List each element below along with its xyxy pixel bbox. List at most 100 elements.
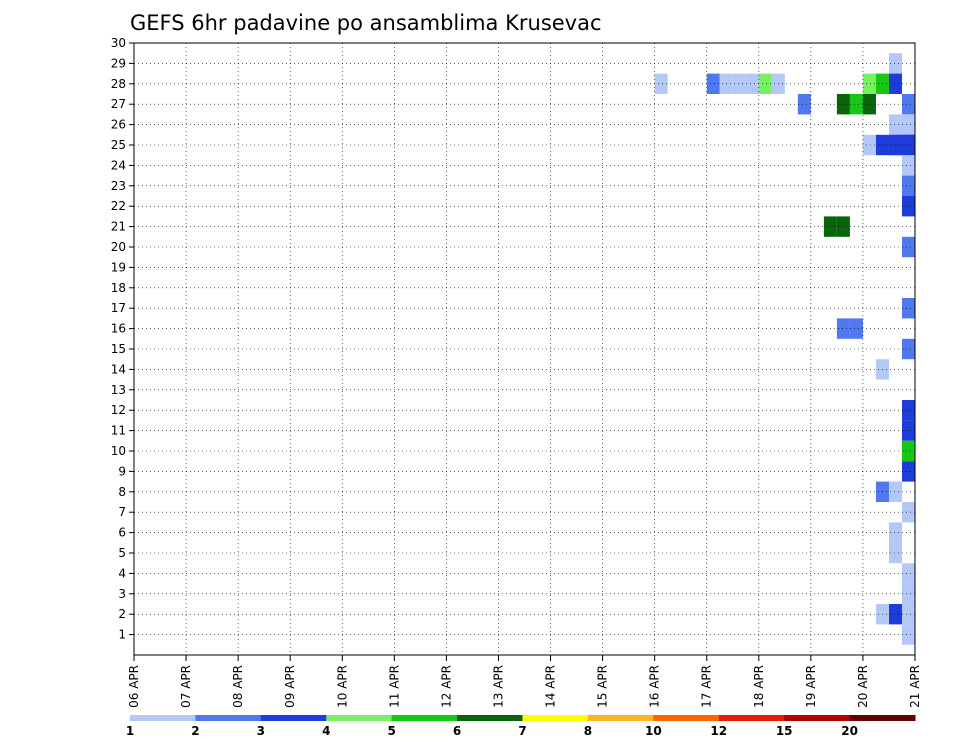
legend-label: 10 bbox=[645, 724, 662, 738]
legend-swatch bbox=[784, 715, 851, 721]
y-tick-label: 23 bbox=[111, 179, 126, 193]
data-cell bbox=[836, 318, 850, 339]
grid-lines bbox=[133, 42, 916, 655]
legend-label: 3 bbox=[257, 724, 265, 738]
x-tick-label: 16 APR bbox=[648, 665, 662, 708]
data-cell bbox=[901, 583, 915, 604]
legend-label: 6 bbox=[453, 724, 461, 738]
legend-swatch bbox=[130, 715, 196, 721]
data-cell bbox=[888, 114, 902, 135]
y-tick-label: 19 bbox=[111, 260, 126, 274]
data-cell bbox=[797, 94, 811, 115]
data-cell bbox=[901, 175, 915, 196]
data-cell bbox=[901, 440, 915, 462]
data-cell bbox=[836, 94, 850, 115]
legend-label: 15 bbox=[776, 724, 793, 738]
chart-title: GEFS 6hr padavine po ansamblima Krusevac bbox=[130, 11, 602, 35]
y-tick-label: 11 bbox=[111, 424, 126, 438]
data-cell bbox=[888, 73, 902, 94]
x-tick-label: 10 APR bbox=[335, 665, 349, 708]
legend-swatch bbox=[457, 715, 523, 721]
x-tick-label: 17 APR bbox=[700, 665, 714, 708]
y-tick-label: 26 bbox=[111, 118, 126, 132]
y-tick-label: 24 bbox=[111, 158, 126, 172]
legend-label: 5 bbox=[387, 724, 395, 738]
legend-label: 4 bbox=[322, 724, 330, 738]
data-cell bbox=[901, 461, 915, 482]
data-cell bbox=[901, 196, 915, 217]
y-tick-label: 18 bbox=[111, 281, 126, 295]
y-tick-label: 16 bbox=[111, 322, 126, 336]
data-cell bbox=[901, 236, 915, 258]
data-cell bbox=[901, 604, 915, 625]
y-tick-label: 1 bbox=[118, 628, 126, 642]
x-tick-label: 08 APR bbox=[231, 665, 245, 708]
legend-label: 2 bbox=[191, 724, 199, 738]
data-cell bbox=[836, 216, 850, 237]
y-tick-label: 15 bbox=[111, 342, 126, 356]
legend-swatch bbox=[653, 715, 720, 721]
legend-label: 1 bbox=[126, 724, 134, 738]
legend-label: 20 bbox=[841, 724, 858, 738]
y-tick-label: 9 bbox=[118, 464, 126, 478]
data-cell bbox=[888, 481, 902, 502]
data-cell bbox=[901, 420, 915, 441]
data-cell bbox=[849, 94, 863, 115]
data-cell bbox=[901, 134, 915, 156]
data-cell bbox=[901, 502, 915, 523]
y-tick-label: 7 bbox=[118, 505, 126, 519]
plot-frame bbox=[133, 42, 916, 656]
data-cells bbox=[654, 53, 915, 645]
x-tick-label: 19 APR bbox=[804, 665, 818, 708]
legend-swatch bbox=[391, 715, 458, 721]
data-cell bbox=[901, 624, 915, 645]
y-tick-label: 25 bbox=[111, 138, 126, 152]
legend-label: 8 bbox=[584, 724, 592, 738]
x-tick-label: 13 APR bbox=[491, 665, 505, 708]
data-cell bbox=[862, 73, 876, 94]
legend-swatch bbox=[260, 715, 327, 721]
data-cell bbox=[901, 338, 915, 360]
x-tick-label: 20 APR bbox=[856, 665, 870, 708]
y-tick-label: 22 bbox=[111, 199, 126, 213]
data-cell bbox=[901, 400, 915, 421]
legend-swatch bbox=[326, 715, 393, 721]
data-cell bbox=[654, 73, 668, 94]
data-cell bbox=[862, 94, 876, 115]
legend-label: 7 bbox=[518, 724, 526, 738]
y-tick-label: 5 bbox=[118, 546, 126, 560]
y-tick-label: 13 bbox=[111, 383, 126, 397]
y-tick-label: 12 bbox=[111, 403, 126, 417]
y-tick-label: 20 bbox=[111, 240, 126, 254]
x-tick-label: 18 APR bbox=[752, 665, 766, 708]
data-cell bbox=[901, 563, 915, 584]
y-tick-label: 30 bbox=[111, 36, 126, 50]
y-tick-label: 29 bbox=[111, 56, 126, 70]
x-tick-label: 14 APR bbox=[544, 665, 558, 708]
x-axis-ticks: 06 APR 07 APR 08 APR 09 APR 10 APR 11 APR 12 A… bbox=[127, 655, 922, 708]
data-cell bbox=[901, 155, 915, 176]
y-tick-label: 6 bbox=[118, 526, 126, 540]
legend-swatch bbox=[587, 715, 654, 721]
legend-swatch bbox=[195, 715, 262, 721]
y-tick-label: 21 bbox=[111, 220, 126, 234]
y-tick-label: 14 bbox=[111, 362, 126, 376]
x-tick-label: 21 APR bbox=[908, 665, 922, 708]
y-tick-label: 10 bbox=[111, 444, 126, 458]
data-cell bbox=[888, 522, 902, 543]
x-tick-label: 12 APR bbox=[439, 665, 453, 708]
data-cell bbox=[888, 53, 902, 74]
y-tick-label: 3 bbox=[118, 587, 126, 601]
legend-swatch bbox=[849, 715, 916, 721]
data-cell bbox=[849, 318, 863, 339]
data-cell bbox=[901, 298, 915, 319]
data-cell bbox=[888, 542, 902, 564]
y-axis-ticks: 1234567891011121314151617181920212223242… bbox=[111, 36, 134, 642]
y-tick-label: 27 bbox=[111, 97, 126, 111]
legend-swatch bbox=[522, 715, 589, 721]
y-tick-label: 2 bbox=[118, 607, 126, 621]
data-cell bbox=[862, 134, 876, 156]
data-cell bbox=[901, 114, 915, 135]
x-tick-label: 11 APR bbox=[387, 665, 401, 708]
